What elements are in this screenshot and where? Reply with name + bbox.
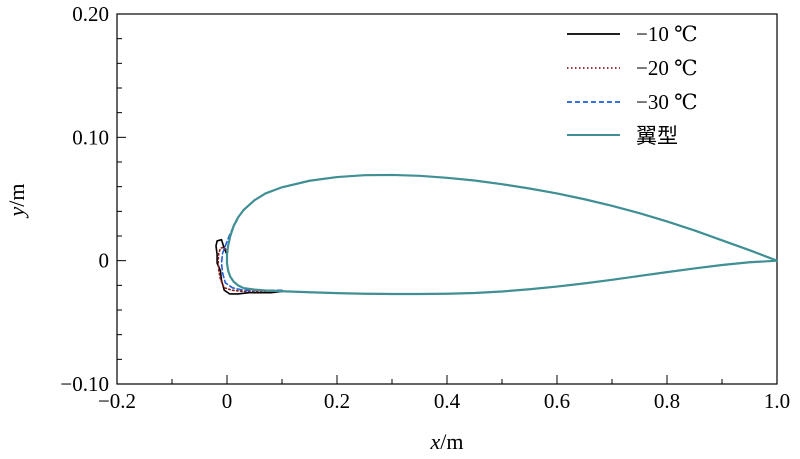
legend-label-minus30: −30 ℃ bbox=[636, 90, 698, 114]
series-layer bbox=[215, 173, 779, 296]
legend-label-minus10: −10 ℃ bbox=[636, 22, 698, 46]
x-tick-label: −0.2 bbox=[98, 389, 136, 413]
y-tick-label: 0 bbox=[99, 249, 110, 273]
x-tick-label: 0.8 bbox=[654, 389, 680, 413]
legend: −10 ℃ −20 ℃ −30 ℃ 翼型 bbox=[567, 22, 698, 148]
y-tick-labels: −0.10 0 0.10 0.20 bbox=[60, 2, 109, 396]
series-line-0 bbox=[215, 238, 283, 295]
y-axis-var: y bbox=[4, 207, 29, 219]
y-tick-label: −0.10 bbox=[60, 372, 109, 396]
legend-label-airfoil: 翼型 bbox=[636, 124, 678, 148]
series-line-1 bbox=[217, 246, 283, 293]
x-axis-unit: /m bbox=[440, 429, 463, 454]
legend-label-minus20: −20 ℃ bbox=[636, 56, 698, 80]
minor-ticks bbox=[117, 38, 723, 384]
x-tick-label: 0.6 bbox=[544, 389, 570, 413]
y-axis-title: y/m bbox=[4, 184, 29, 219]
y-tick-label: 0.20 bbox=[72, 2, 109, 26]
x-tick-labels: −0.2 0 0.2 0.4 0.6 0.8 1.0 bbox=[98, 389, 790, 413]
plot-frame bbox=[116, 13, 778, 385]
x-axis-title: x/m bbox=[430, 429, 464, 454]
x-tick-label: 1.0 bbox=[764, 389, 790, 413]
y-tick-label: 0.10 bbox=[72, 125, 109, 149]
y-axis-unit: /m bbox=[4, 184, 29, 207]
series-line-2 bbox=[220, 217, 283, 292]
x-tick-label: 0.2 bbox=[324, 389, 350, 413]
x-tick-label: 0 bbox=[222, 389, 233, 413]
x-tick-label: 0.4 bbox=[434, 389, 461, 413]
x-axis-var: x bbox=[430, 429, 441, 454]
series-line-3 bbox=[225, 173, 779, 296]
